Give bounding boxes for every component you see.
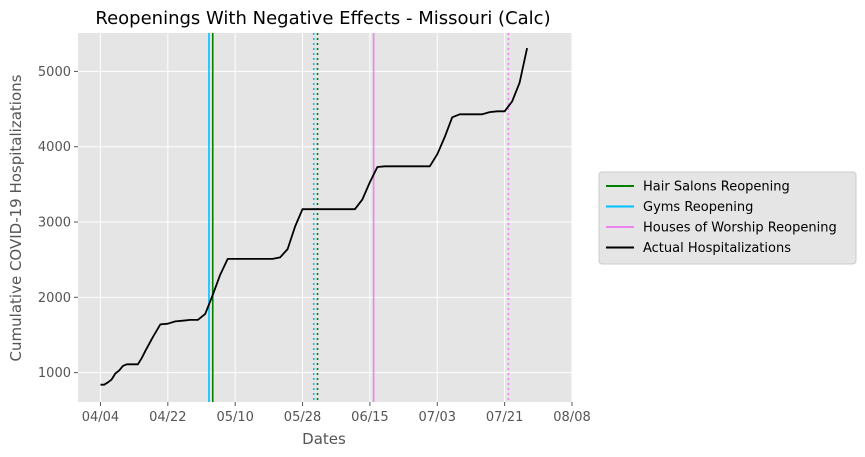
plot-area: [78, 33, 572, 402]
reopening-lines: [208, 33, 510, 402]
x-tick-label: 08/08: [553, 410, 590, 425]
legend-box: [598, 171, 857, 265]
x-tick-label: 04/04: [82, 410, 119, 425]
y-tick-label: 2000: [38, 291, 71, 306]
y-tick-label: 1000: [38, 366, 71, 381]
series-line: [100, 47, 528, 386]
x-axis-label: Dates: [302, 430, 346, 448]
legend-label: Hair Salons Reopening: [643, 180, 790, 195]
x-tick-label: 07/21: [486, 410, 523, 425]
y-tick-label: 4000: [38, 140, 71, 155]
grid: [78, 33, 573, 402]
legend-label: Actual Hospitalizations: [643, 241, 791, 256]
y-axis-ticks: 1000 2000 3000 4000 5000: [38, 65, 78, 381]
x-axis-ticks: 04/04 04/22 05/10 05/28 06/15 07/03 07/21 08/08: [82, 402, 591, 425]
x-tick-label: 05/28: [284, 410, 321, 425]
series-group: [100, 47, 528, 386]
x-tick-label: 07/03: [419, 410, 456, 425]
x-tick-label: 06/15: [351, 410, 388, 425]
legend-label: Houses of Worship Reopening: [643, 221, 837, 236]
chart-title: Reopenings With Negative Effects - Misso…: [95, 8, 550, 29]
legend: Hair Salons Reopening Gyms Reopening House…: [598, 171, 857, 265]
y-tick-label: 5000: [38, 65, 71, 80]
y-axis-label: Cumulative COVID-19 Hospitalizations: [7, 74, 25, 361]
y-tick-label: 3000: [38, 216, 71, 231]
x-tick-label: 04/22: [149, 410, 186, 425]
legend-label: Gyms Reopening: [643, 200, 753, 215]
x-tick-label: 05/10: [216, 410, 253, 425]
